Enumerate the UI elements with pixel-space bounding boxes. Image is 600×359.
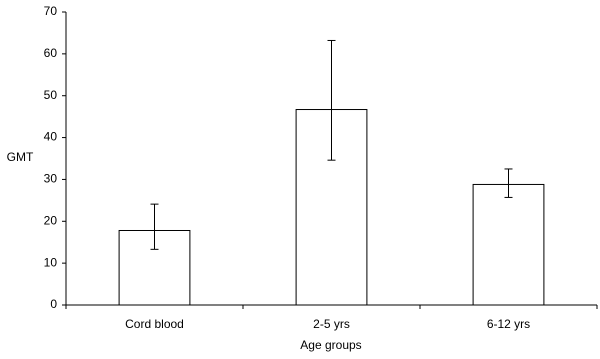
x-axis-label: Age groups [300,338,361,352]
x-tick-label: 6-12 yrs [487,317,530,331]
y-axis-label: GMT [7,150,34,164]
y-tick-label: 60 [44,46,58,60]
y-tick-label: 40 [44,130,58,144]
x-tick-label: 2-5 yrs [313,317,350,331]
y-tick-label: 50 [44,88,58,102]
y-tick-label: 20 [44,213,58,227]
x-tick-label: Cord blood [125,317,184,331]
y-tick-label: 0 [50,297,57,311]
bar [472,183,545,306]
y-tick-label: 70 [44,4,58,18]
y-tick-label: 10 [44,255,58,269]
y-tick-label: 30 [44,172,58,186]
